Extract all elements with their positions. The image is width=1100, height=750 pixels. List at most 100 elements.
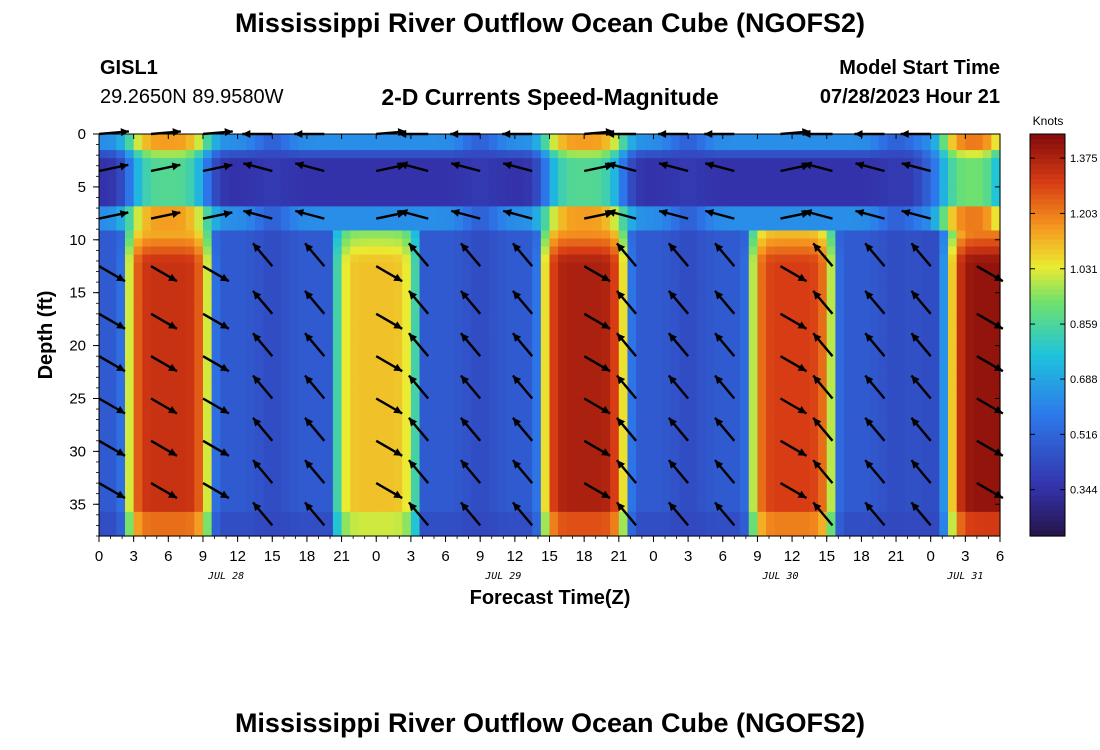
heatmap-cell	[896, 286, 906, 296]
heatmap-cell	[506, 198, 516, 207]
heatmap-cell	[393, 150, 403, 159]
heatmap-cell	[220, 166, 230, 175]
heatmap-cell	[133, 375, 143, 384]
heatmap-cell	[393, 359, 403, 368]
heatmap-cell	[298, 286, 308, 296]
heatmap-cell	[254, 286, 265, 296]
heatmap-cell	[298, 391, 308, 400]
heatmap-cell	[636, 182, 646, 191]
heatmap-cell	[679, 335, 689, 344]
heatmap-cell	[939, 359, 949, 368]
heatmap-cell	[627, 150, 637, 159]
heatmap-cell	[99, 455, 109, 465]
heatmap-cell	[220, 190, 230, 199]
heatmap-cell	[584, 335, 594, 344]
heatmap-cell	[679, 158, 689, 167]
heatmap-cell	[168, 431, 178, 441]
heatmap-cell	[462, 262, 473, 272]
heatmap-cell	[688, 471, 698, 481]
heatmap-cell	[783, 407, 793, 416]
heatmap-cell	[956, 166, 966, 175]
heatmap-cell	[878, 439, 888, 449]
heatmap-cell	[168, 142, 178, 151]
heatmap-cell	[124, 527, 135, 537]
heatmap-cell	[419, 318, 429, 328]
heatmap-cell	[627, 455, 637, 465]
heatmap-cell	[913, 326, 923, 336]
heatmap-cell	[159, 423, 169, 433]
heatmap-cell	[393, 286, 403, 296]
heatmap-cell	[428, 318, 438, 328]
heatmap-cell	[662, 262, 672, 272]
heatmap-cell	[566, 415, 577, 425]
heatmap-cell	[852, 479, 862, 489]
heatmap-cell	[714, 246, 724, 256]
heatmap-cell	[844, 246, 854, 256]
heatmap-cell	[688, 294, 698, 304]
heatmap-cell	[670, 150, 681, 159]
heatmap-cell	[272, 238, 282, 248]
heatmap-cell	[506, 302, 516, 312]
heatmap-cell	[913, 214, 923, 224]
heatmap-cell	[99, 326, 109, 336]
heatmap-cell	[662, 407, 672, 416]
heatmap-cell	[636, 519, 646, 529]
heatmap-cell	[896, 495, 906, 505]
heatmap-cell	[280, 423, 291, 433]
heatmap-cell	[818, 471, 828, 481]
heatmap-cell	[246, 246, 256, 256]
heatmap-cell	[774, 359, 785, 368]
heatmap-cell	[532, 190, 542, 199]
heatmap-cell	[644, 134, 655, 143]
heatmap-cell	[549, 158, 559, 167]
heatmap-cell	[904, 278, 914, 288]
heatmap-cell	[471, 439, 481, 449]
heatmap-cell	[913, 278, 923, 288]
heatmap-cell	[150, 487, 161, 497]
heatmap-cell	[402, 270, 412, 280]
heatmap-cell	[826, 230, 836, 240]
heatmap-cell	[133, 527, 143, 537]
heatmap-cell	[228, 294, 239, 304]
heatmap-cell	[575, 367, 585, 376]
heatmap-cell	[436, 479, 447, 489]
heatmap-cell	[922, 463, 932, 473]
heatmap-cell	[358, 519, 369, 529]
heatmap-cell	[887, 455, 897, 465]
heatmap-cell	[696, 375, 707, 384]
chart-title: Mississippi River Outflow Ocean Cube (NG…	[234, 8, 866, 38]
heatmap-cell	[107, 479, 117, 489]
heatmap-cell	[722, 351, 733, 360]
heatmap-cell	[809, 206, 819, 215]
heatmap-cell	[549, 214, 559, 224]
heatmap-cell	[514, 343, 525, 352]
heatmap-cell	[705, 383, 715, 392]
heatmap-cell	[220, 375, 230, 384]
heatmap-cell	[566, 326, 577, 336]
heatmap-cell	[185, 383, 195, 392]
heatmap-cell	[844, 335, 854, 344]
heatmap-cell	[168, 166, 178, 175]
heatmap-cell	[878, 182, 888, 191]
heatmap-cell	[809, 463, 819, 473]
heatmap-cell	[228, 142, 239, 151]
heatmap-cell	[124, 310, 135, 320]
heatmap-cell	[436, 326, 447, 336]
heatmap-cell	[766, 134, 776, 143]
heatmap-cell	[904, 190, 914, 199]
heatmap-cell	[948, 246, 958, 256]
heatmap-cell	[445, 479, 455, 489]
heatmap-cell	[939, 479, 949, 489]
heatmap-cell	[861, 439, 871, 449]
heatmap-cell	[402, 294, 412, 304]
heatmap-cell	[558, 230, 568, 240]
heatmap-cell	[610, 310, 620, 320]
heatmap-cell	[878, 447, 888, 457]
heatmap-cell	[168, 415, 178, 425]
heatmap-cell	[150, 222, 161, 232]
heatmap-cell	[818, 222, 828, 232]
heatmap-cell	[185, 431, 195, 441]
heatmap-cell	[740, 487, 750, 497]
heatmap-cell	[688, 174, 698, 183]
heatmap-cell	[549, 511, 559, 521]
